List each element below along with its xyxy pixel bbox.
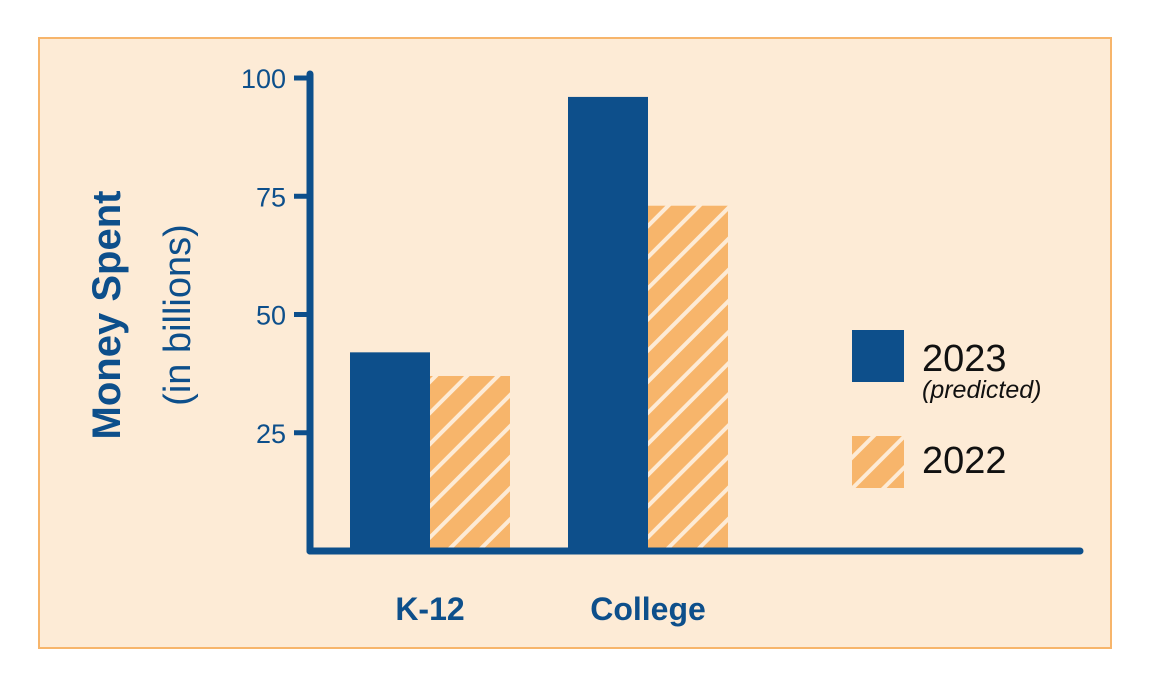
legend-label-2023: 2023 <box>922 338 1007 380</box>
legend-swatch-2022 <box>852 436 904 488</box>
y-tick-label-4: 100 <box>241 64 286 94</box>
y-tick-label-2: 50 <box>256 301 286 331</box>
legend-sublabel-2023: (predicted) <box>922 376 1042 404</box>
legend-label-2022: 2022 <box>922 440 1007 482</box>
y-axis-title: Money Spent <box>85 191 129 440</box>
bar-college-series-2 <box>648 205 728 551</box>
y-axis-subtitle: (in billions) <box>157 224 199 406</box>
x-tick-label-1: K-12 <box>395 591 464 627</box>
y-tick-label-3: 75 <box>256 182 286 212</box>
bar-k-12-series-2 <box>430 375 510 551</box>
bar-k-12-series-1 <box>350 352 430 551</box>
y-tick-label-1: 25 <box>256 419 286 449</box>
x-tick-label-2: College <box>590 591 706 627</box>
bar-college-series-1 <box>568 96 648 552</box>
legend-swatch-2023 <box>852 330 904 382</box>
plot-area: K-12 College 25 50 75 100 <box>241 64 1084 627</box>
